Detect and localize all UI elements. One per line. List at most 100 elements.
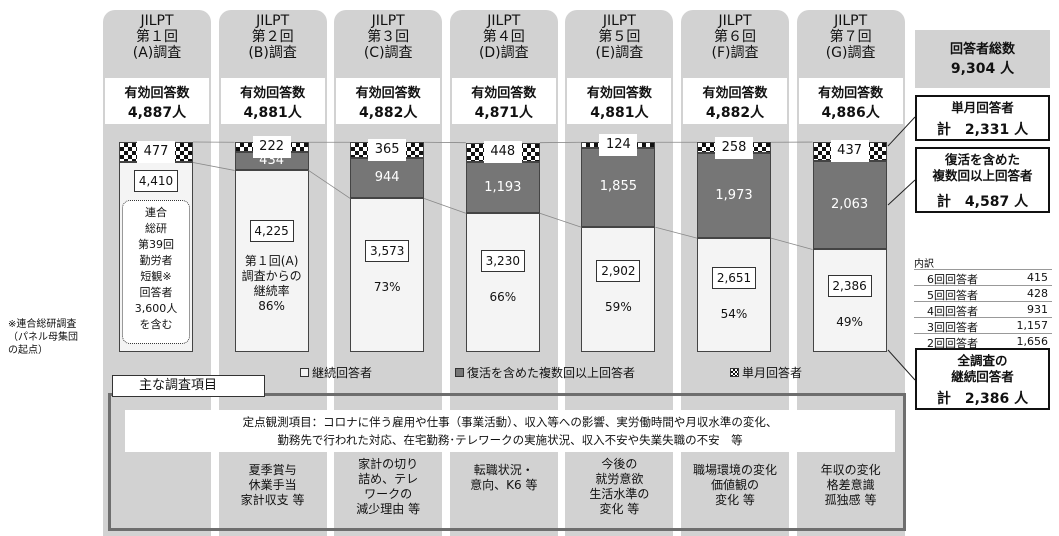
- total-box: 回答者総数 9,304 人: [915, 30, 1050, 88]
- connector: [770, 237, 813, 250]
- breakdown-value: 415: [1027, 271, 1048, 284]
- continuation-label: 3,230: [480, 249, 525, 272]
- count-label: 有効回答数: [586, 86, 652, 101]
- connector: [308, 170, 351, 199]
- rate: 66%: [489, 289, 517, 304]
- breakdown-value: 1,656: [1016, 335, 1049, 348]
- count-box: 有効回答数 4,881人: [567, 78, 672, 124]
- bar-segment: [812, 160, 887, 250]
- total-value: 9,304 人: [950, 61, 1015, 77]
- single-label: 437: [830, 140, 869, 163]
- column-header: JILPT 第６回 (F)調査: [711, 13, 759, 61]
- breakdown-name: 4回回答者: [927, 305, 978, 318]
- legend-label: 継続回答者: [312, 366, 373, 380]
- breakdown-row: [914, 333, 1052, 349]
- count-value: 4,886人: [821, 105, 880, 121]
- count-value: 4,882人: [359, 105, 418, 121]
- single-label: 365: [368, 139, 407, 162]
- rate: 59%: [605, 299, 632, 314]
- breakdown-value: 428: [1027, 287, 1048, 300]
- topics-frame: [108, 393, 906, 531]
- rate: 73%: [373, 279, 401, 294]
- single-label: 222: [252, 136, 291, 159]
- continuation-label: 2,386: [827, 275, 872, 298]
- bar-segment: [350, 198, 425, 352]
- continuous-box-value: 計 2,386 人: [936, 391, 1029, 407]
- topics: 転職状況・ 意向、K6 等: [470, 463, 538, 492]
- topics-tab: 主な調査項目: [112, 375, 265, 397]
- column-header: JILPT 第３回 (C)調査: [363, 13, 413, 61]
- column-header: JILPT 第４回 (D)調査: [478, 13, 529, 61]
- continuation-label: 2,902: [596, 259, 641, 282]
- single-label: 477: [137, 141, 175, 164]
- breakdown-row: [914, 317, 1052, 333]
- rate-caption: 第１回(A) 調査からの 継続率: [241, 253, 302, 298]
- topics: 年収の変化 格差意識 孤独感 等: [820, 463, 881, 507]
- rate: 49%: [836, 315, 863, 330]
- pointer: [887, 116, 916, 147]
- legend-label: 復活を含めた複数回以上回答者: [467, 366, 636, 380]
- continuation-label: 2,651: [712, 267, 756, 290]
- bar-segment: [697, 153, 771, 239]
- count-label: 有効回答数: [240, 86, 306, 101]
- breakdown-row: [914, 285, 1052, 301]
- continuation-label: 4,225: [249, 219, 294, 242]
- multi-box: 復活を含めた 複数回以上回答者計 4,587 人: [915, 147, 1050, 213]
- count-value: 4,881人: [243, 105, 302, 121]
- breakdown-title: 内訳: [914, 259, 934, 270]
- multi-label: 1,973: [715, 187, 753, 203]
- topics: 職場環境の変化 価値観の 変化 等: [692, 463, 777, 507]
- single-box-value: 計 2,331 人: [936, 122, 1029, 138]
- note-box: 連合 総研 第39回 勤労者 短観※ 回答者 3,600人 を含む: [122, 200, 190, 344]
- count-box: 有効回答数 4,887人: [105, 78, 209, 124]
- count-box: 有効回答数 4,881人: [220, 78, 325, 124]
- count-label: 有効回答数: [471, 86, 537, 101]
- rate: 54%: [720, 307, 748, 322]
- column-header: JILPT 第７回 (G)調査: [825, 13, 876, 61]
- count-value: 4,887人: [127, 105, 187, 121]
- single-label: 448: [483, 141, 522, 164]
- multi-label: 2,063: [830, 197, 869, 213]
- continuous-box-title: 全調査の 継続回答者: [951, 353, 1014, 384]
- bar-segment: [812, 249, 887, 352]
- column-header: JILPT 第１回 (A)調査: [132, 13, 182, 61]
- bar-segment: [581, 147, 656, 228]
- count-box: 有効回答数 4,882人: [683, 78, 787, 124]
- pointer: [887, 179, 916, 206]
- multi-label: 944: [374, 170, 400, 186]
- bar-segment: [697, 238, 771, 352]
- breakdown-name: 2回回答者: [927, 337, 978, 350]
- multi-box-value: 計 4,587 人: [936, 194, 1029, 210]
- connector: [192, 162, 235, 171]
- breakdown-value: 1,157: [1016, 319, 1049, 332]
- count-value: 4,882人: [705, 105, 765, 121]
- legend-swatch: [300, 368, 309, 377]
- count-label: 有効回答数: [355, 86, 421, 101]
- continuous-box: 全調査の 継続回答者計 2,386 人: [915, 348, 1050, 410]
- breakdown-value: 931: [1027, 303, 1048, 316]
- count-label: 有効回答数: [818, 86, 884, 101]
- single-label: 258: [715, 136, 753, 159]
- count-value: 4,871人: [474, 105, 533, 121]
- count-label: 有効回答数: [124, 86, 190, 101]
- connector: [424, 198, 466, 214]
- topics: 夏季賞与 休業手当 家計収支 等: [240, 463, 305, 507]
- fixed-items: 定点観測項目：コロナに伴う雇用や仕事（事業活動）、収入等への影響、実労働時間や月…: [125, 410, 895, 452]
- column-header: JILPT 第２回 (B)調査: [248, 13, 297, 61]
- bar-segment: [234, 170, 309, 352]
- legend-label: 単月回答者: [742, 366, 803, 380]
- connector: [539, 212, 582, 228]
- count-box: 有効回答数 4,871人: [451, 78, 556, 124]
- rate: 86%: [258, 298, 285, 313]
- left-note: ※連合総研調査 （パネル母集団 の起点）: [8, 319, 78, 356]
- breakdown-name: 6回回答者: [927, 273, 978, 286]
- breakdown-row: [914, 301, 1052, 317]
- total-title: 回答者総数: [949, 42, 1015, 57]
- bar-segment: [465, 213, 540, 352]
- breakdown-name: 5回回答者: [927, 289, 978, 302]
- bar-segment: [581, 227, 656, 352]
- legend-swatch: [455, 368, 464, 377]
- breakdown-name: 3回回答者: [927, 321, 978, 334]
